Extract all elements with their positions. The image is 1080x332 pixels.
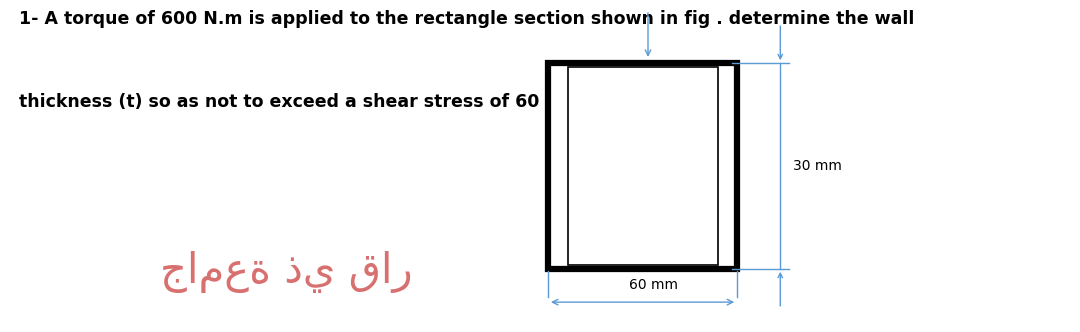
Bar bbox=[568, 67, 717, 265]
Text: 1- A torque of 600 N.m is applied to the rectangle section shown in fig . determ: 1- A torque of 600 N.m is applied to the… bbox=[19, 10, 915, 28]
Text: جامعة ذي قار: جامعة ذي قار bbox=[160, 251, 413, 293]
Text: 60 mm: 60 mm bbox=[629, 278, 678, 292]
Text: thickness (t) so as not to exceed a shear stress of 60 MPa .: thickness (t) so as not to exceed a shea… bbox=[19, 93, 599, 111]
Bar bbox=[548, 63, 737, 269]
Text: 30 mm: 30 mm bbox=[793, 159, 842, 173]
